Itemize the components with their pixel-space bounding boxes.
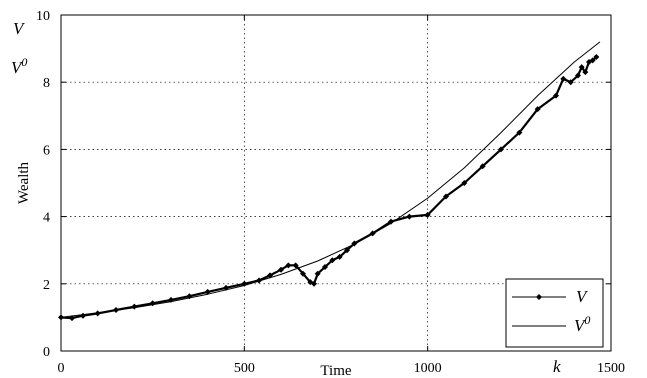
corner-label-v0: V0 (11, 55, 27, 77)
series-v-marker (593, 54, 600, 60)
series-v-marker (461, 180, 468, 186)
series-v-marker (578, 64, 585, 71)
series-v-marker (292, 262, 299, 269)
y-axis-label: Wealth (16, 161, 32, 204)
x-tick-label: 0 (58, 361, 65, 376)
legend-label-v0: V0 (574, 313, 590, 335)
corner-label-v0-base: V (11, 58, 24, 77)
legend: V V0 (505, 278, 604, 348)
series-v-marker (94, 310, 101, 317)
grid-lines (61, 15, 611, 351)
series-v-marker (589, 57, 596, 64)
y-tick-labels: 0 2 4 6 8 10 (36, 9, 50, 360)
series-v-marker (388, 218, 394, 225)
y-tick-label: 4 (43, 211, 50, 226)
corner-label-k: k (553, 357, 561, 376)
x-tick-label: 1500 (597, 361, 625, 376)
series-v-marker (560, 75, 567, 82)
legend-label-v0-sup: 0 (584, 313, 590, 327)
series-v-marker (516, 129, 523, 136)
series-v-marker (582, 69, 589, 76)
y-tick-label: 2 (43, 278, 50, 293)
series-v-marker (80, 312, 86, 319)
series-v-marker (311, 280, 317, 287)
x-tick-label: 500 (234, 361, 255, 376)
series-v-marker (567, 79, 574, 86)
series-v-marker (322, 264, 328, 270)
corner-label-v0-sup: 0 (21, 55, 27, 69)
y-tick-label: 6 (43, 143, 50, 158)
series-v-marker (575, 72, 581, 79)
legend-label-v0-base: V (574, 316, 587, 335)
series-v-marker (300, 270, 306, 277)
y-tick-label: 8 (43, 76, 50, 91)
series-v-marker (131, 303, 138, 310)
legend-marker-v (536, 294, 542, 300)
series-v-marker (424, 211, 431, 218)
tick-marks (60, 14, 612, 352)
corner-label-v: V (13, 19, 26, 38)
series-v-marker (498, 146, 504, 153)
series-line-v0 (60, 41, 601, 318)
series-v-marker (278, 266, 284, 273)
series-v-marker (336, 253, 343, 260)
y-tick-label: 10 (36, 9, 50, 24)
y-tick-label: 0 (43, 345, 50, 360)
series-v-marker (314, 270, 321, 277)
x-axis-label: Time (320, 363, 351, 378)
x-tick-label: 1000 (414, 361, 442, 376)
series-v-marker (285, 262, 292, 269)
series-v-marker (443, 193, 449, 200)
series-group (58, 41, 601, 322)
legend-label-v: V (576, 287, 589, 306)
series-v-marker (479, 163, 486, 170)
plot-frame (60, 14, 612, 352)
x-tick-labels: 0 500 1000 1500 (58, 361, 626, 376)
series-v-marker (329, 257, 336, 264)
legend-box (505, 278, 604, 348)
series-v-marker (406, 213, 413, 220)
series-v-marker (534, 106, 541, 113)
series-v-marker (553, 92, 559, 99)
